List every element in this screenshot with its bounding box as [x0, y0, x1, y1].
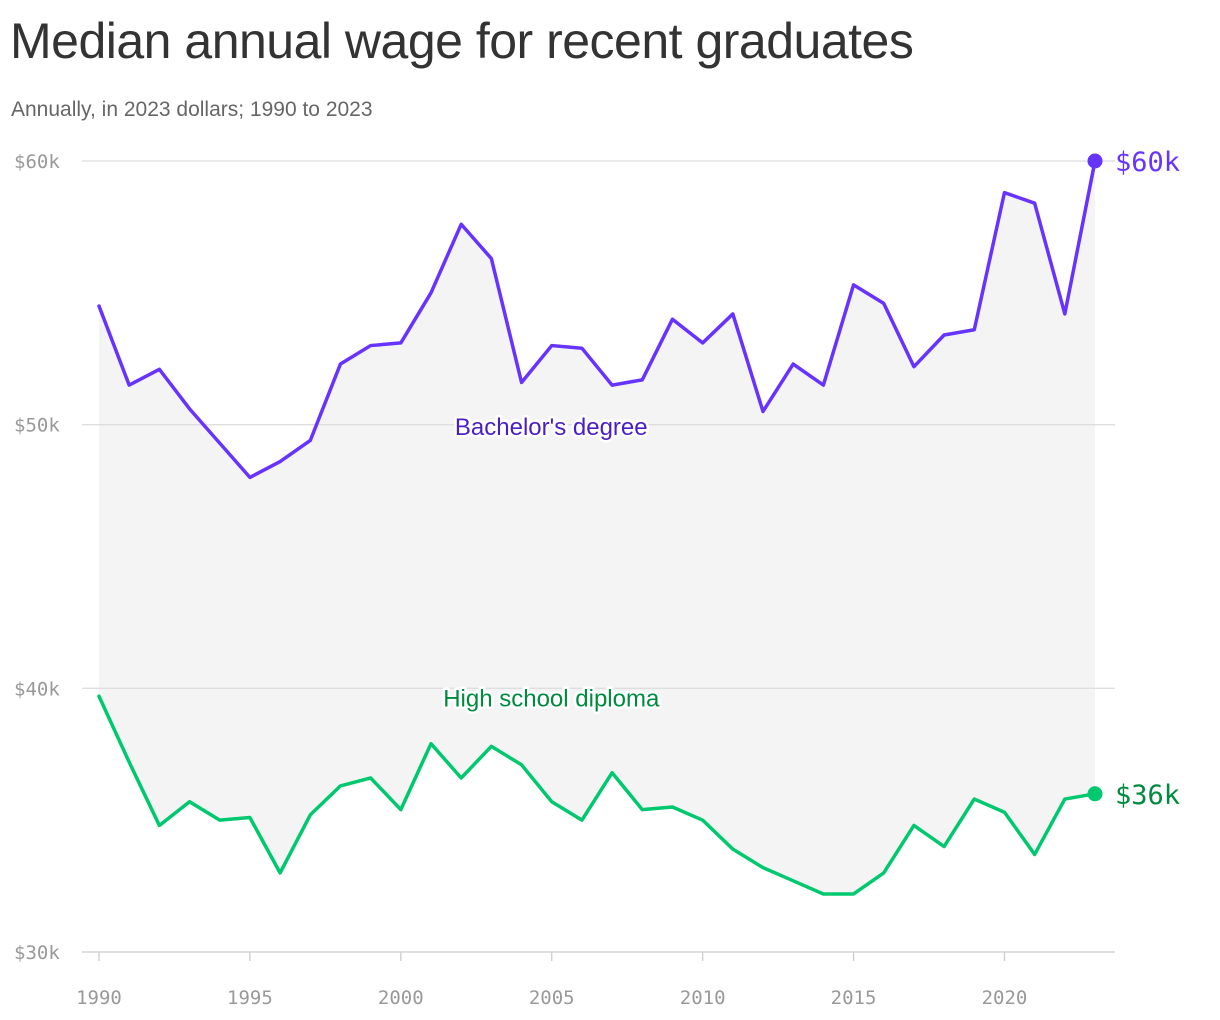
series-name-label: Bachelor's degree [455, 414, 648, 441]
series-end-marker [1087, 786, 1103, 802]
band-area [99, 161, 1095, 894]
y-tick-label: $60k [14, 151, 60, 173]
y-tick-label: $40k [14, 678, 60, 700]
y-tick-label: $30k [14, 942, 60, 964]
x-tick-label: 1990 [76, 987, 122, 1009]
y-tick-label: $50k [14, 415, 60, 437]
series-end-marker [1087, 153, 1103, 169]
x-tick-label: 2005 [529, 987, 575, 1009]
series-end-label: $36k [1115, 780, 1180, 811]
series-end-label: $60k [1115, 147, 1180, 178]
chart-title: Median annual wage for recent graduates [10, 13, 914, 69]
chart-subtitle: Annually, in 2023 dollars; 1990 to 2023 [11, 98, 373, 121]
x-tick-label: 2000 [378, 987, 424, 1009]
series-line [97, 159, 1097, 480]
series-line [97, 694, 1097, 896]
x-tick-label: 2015 [831, 987, 877, 1009]
x-tick-label: 1995 [227, 987, 273, 1009]
x-tick-label: 2010 [680, 987, 726, 1009]
series-name-label: High school diploma [443, 686, 660, 713]
x-tick-label: 2020 [982, 987, 1028, 1009]
